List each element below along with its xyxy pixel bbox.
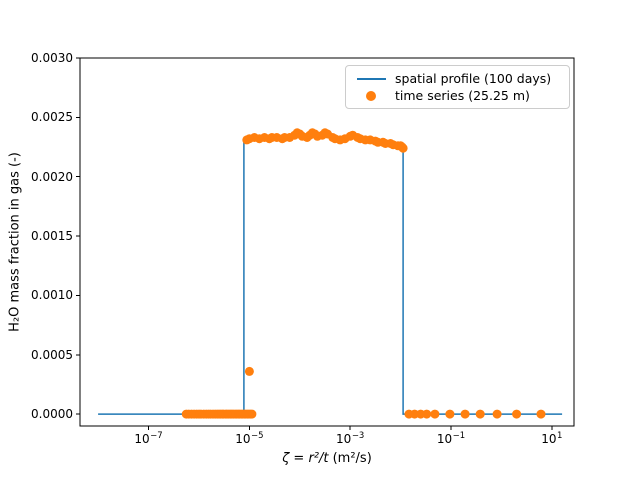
legend-label-spatial-profile: spatial profile (100 days) bbox=[395, 71, 552, 86]
legend-item-time-series: time series (25.25 m) bbox=[355, 87, 561, 104]
legend-dot-sample-icon bbox=[366, 90, 376, 101]
legend: spatial profile (100 days) time series (… bbox=[345, 65, 570, 109]
x-tick-exponent: −1 bbox=[452, 431, 466, 441]
y-axis-label: H₂O mass fraction in gas (-) bbox=[7, 152, 23, 332]
y-tick-label: 0.0030 bbox=[31, 51, 73, 65]
x-tick-label: 10−7 bbox=[134, 431, 163, 446]
scatter-point bbox=[492, 409, 502, 419]
scatter-point bbox=[242, 135, 252, 145]
x-tick-exponent: −3 bbox=[351, 431, 365, 441]
y-tick-label: 0.0000 bbox=[31, 407, 73, 422]
x-axis-label-unit: (m²/s) bbox=[328, 451, 372, 466]
y-tick-label: 0.0015 bbox=[31, 229, 73, 244]
scatter-point bbox=[445, 409, 455, 419]
x-tick-label: 10−1 bbox=[436, 431, 466, 446]
legend-sample-area bbox=[355, 90, 395, 101]
x-tick-label: 10−3 bbox=[336, 431, 365, 446]
scatter-point bbox=[460, 409, 470, 419]
x-tick-label: 101 bbox=[541, 431, 563, 446]
scatter-point bbox=[430, 409, 440, 419]
legend-item-spatial-profile: spatial profile (100 days) bbox=[355, 70, 561, 87]
x-tick-exponent: −7 bbox=[150, 431, 163, 441]
y-tick-label: 0.0010 bbox=[31, 288, 73, 303]
plot-frame bbox=[79, 57, 575, 427]
legend-line-sample-icon bbox=[357, 77, 386, 80]
y-tick-label: 0.0005 bbox=[31, 347, 73, 362]
x-tick-exponent: 1 bbox=[556, 431, 563, 441]
legend-sample-area bbox=[355, 77, 395, 80]
x-axis-label: ζ = r²/t (m²/s) bbox=[282, 451, 372, 466]
x-tick-exponent: −5 bbox=[250, 431, 264, 441]
y-tick-label: 0.0020 bbox=[31, 169, 73, 184]
legend-label-time-series: time series (25.25 m) bbox=[395, 88, 530, 103]
scatter-point bbox=[512, 409, 522, 419]
scatter-point bbox=[244, 366, 254, 376]
scatter-point bbox=[536, 409, 546, 419]
x-tick-label: 10−5 bbox=[235, 431, 264, 446]
x-axis-label-math: ζ = r²/t bbox=[282, 451, 329, 466]
y-tick-label: 0.0025 bbox=[31, 110, 73, 125]
scatter-point bbox=[404, 409, 414, 419]
scatter-point bbox=[181, 409, 191, 419]
scatter-point bbox=[475, 409, 485, 419]
spatial-profile-line bbox=[98, 133, 563, 415]
